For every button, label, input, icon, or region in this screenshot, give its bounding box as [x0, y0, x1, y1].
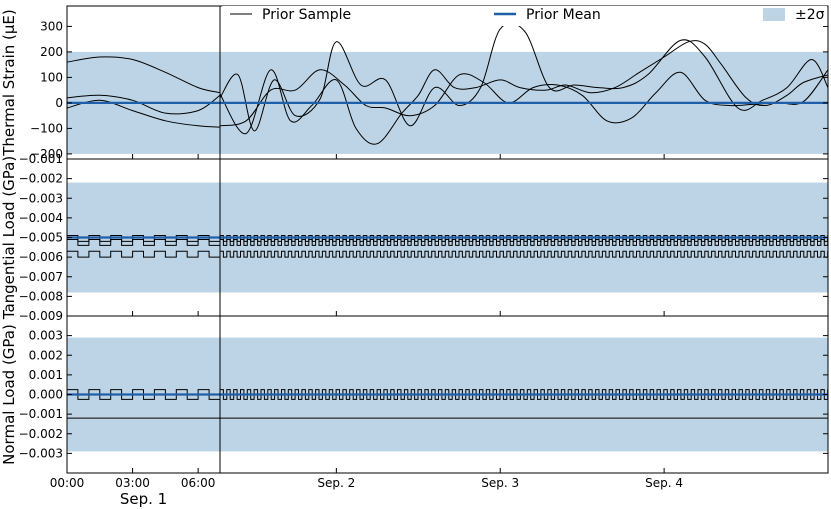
- y-tick-label: 0.000: [29, 388, 63, 402]
- sample-line-1-main: [220, 40, 828, 145]
- sample-line-2-zoom: [67, 250, 220, 258]
- sample-line-0-main: [220, 22, 828, 132]
- sample-line-2-zoom: [67, 99, 220, 128]
- y-tick-label: 300: [40, 19, 63, 33]
- x-day-label: Sep. 1: [120, 490, 167, 508]
- y-tick-label: −0.008: [19, 289, 63, 303]
- legend-background: [222, 6, 827, 26]
- legend-label-mean: Prior Mean: [526, 7, 601, 23]
- y-tick-label: 200: [40, 45, 63, 59]
- y-tick-label: −0.003: [19, 191, 63, 205]
- y-tick-label: −0.002: [19, 427, 63, 441]
- y-axis-label: Tangential Load (GPa): [0, 156, 18, 320]
- y-tick-label: −0.002: [19, 172, 63, 186]
- y-tick-label: −0.007: [19, 270, 63, 284]
- y-tick-label: −0.001: [19, 407, 63, 421]
- sample-line-0-zoom: [67, 56, 220, 94]
- x-tick-label: Sep. 2: [317, 476, 355, 490]
- y-tick-label: 0: [55, 96, 63, 110]
- sample-line-1-main: [220, 394, 828, 400]
- sample-line-2-main: [220, 250, 828, 258]
- y-tick-label: −100: [30, 121, 63, 135]
- y-axis-label: Normal Load (GPa): [0, 324, 18, 465]
- x-tick-label: Sep. 4: [645, 476, 683, 490]
- y-tick-label: −0.009: [19, 309, 63, 323]
- y-tick-label: 100: [40, 70, 63, 84]
- y-tick-label: 0.001: [29, 368, 63, 382]
- sample-line-1-main: [220, 239, 828, 246]
- panel-2: −0.003 −0.002 −0.001 0.000 0.001 0.002 0.003 No…: [0, 315, 829, 474]
- y-tick-label: 0.002: [29, 348, 63, 362]
- y-tick-label: −0.005: [19, 231, 63, 245]
- panel-0: −200 −100 0 100 200 300 Thermal Strain (μE): [0, 5, 829, 161]
- y-tick-label: −200: [30, 147, 63, 161]
- legend: Prior Sample Prior Mean ±2σ: [222, 6, 827, 26]
- legend-label-sample: Prior Sample: [262, 7, 351, 23]
- y-tick-label: −0.006: [19, 250, 63, 264]
- legend-swatch-band: [763, 8, 785, 21]
- x-tick-label: Sep. 3: [481, 476, 519, 490]
- panel-1: −0.009 −0.008 −0.007 −0.006 −0.005 −0.004 −0.0…: [0, 152, 829, 323]
- x-tick-label: 00:00: [50, 476, 85, 490]
- y-axis-label: Thermal Strain (μE): [0, 9, 18, 156]
- x-tick-label: 03:00: [115, 476, 150, 490]
- y-tick-label: 0.003: [29, 329, 63, 343]
- legend-label-band: ±2σ: [795, 7, 825, 23]
- sample-line-1-zoom: [67, 94, 220, 115]
- x-tick-label: 06:00: [181, 476, 216, 490]
- y-tick-label: −0.004: [19, 211, 63, 225]
- sample-line-1-zoom: [67, 239, 220, 246]
- x-axis: 00:00 03:00 06:00 Sep. 1 Sep. 2 Sep. 3 Sep. 4: [50, 476, 683, 508]
- sample-line-2-main: [220, 69, 828, 127]
- y-tick-label: −0.003: [19, 446, 63, 460]
- y-tick-label: −0.001: [19, 152, 63, 166]
